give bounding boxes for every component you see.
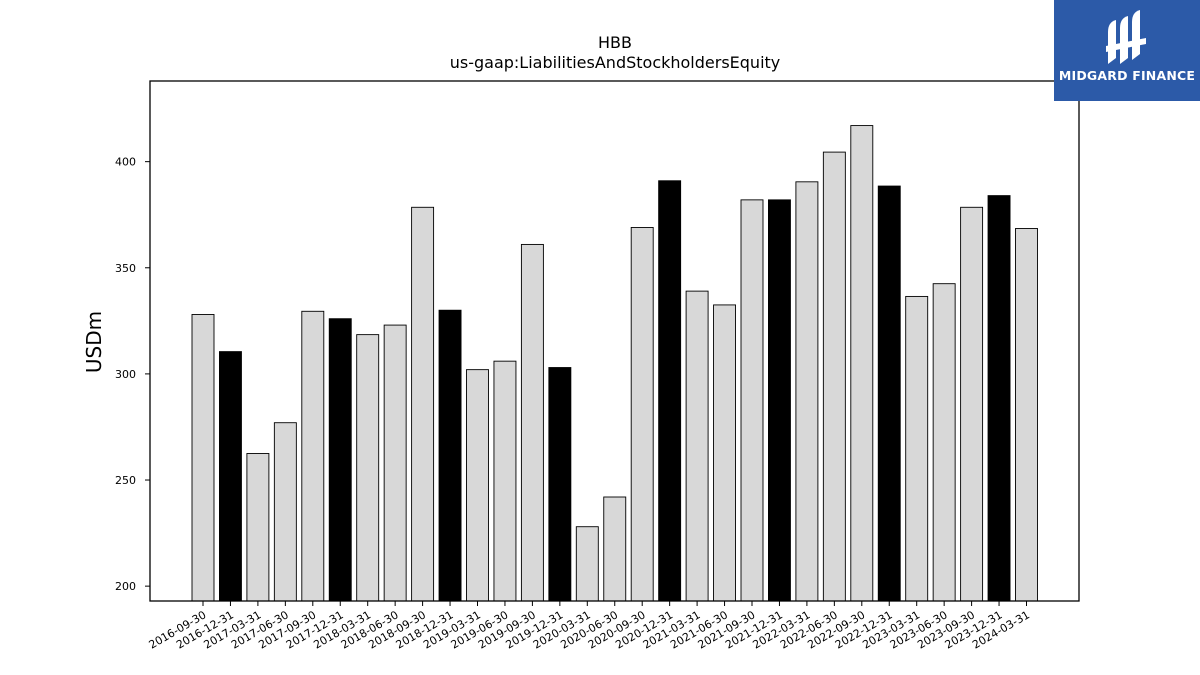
bar-2023-06-30 <box>932 283 956 602</box>
bar-2021-03-31 <box>685 290 709 602</box>
bar-2019-12-31 <box>548 367 572 602</box>
bar-2019-09-30 <box>520 243 544 602</box>
bar-2018-09-30 <box>411 206 435 602</box>
bar-2018-03-31 <box>356 334 380 602</box>
y-tick-label: 300 <box>115 368 136 381</box>
x-axis-ticks: 2016-09-302016-12-312017-03-312017-06-30… <box>147 601 1032 652</box>
chart-title: HBB <box>598 33 632 52</box>
bar-2022-03-31 <box>795 181 819 602</box>
bar-2021-12-31 <box>768 199 791 602</box>
plot-frame <box>149 80 1080 602</box>
y-axis-ticks: 200 250 300 350 400 <box>115 156 150 593</box>
y-tick-label: 250 <box>115 474 136 487</box>
bar-2023-03-31 <box>905 295 929 602</box>
y-tick-label: 200 <box>115 580 136 593</box>
bar-2021-09-30 <box>740 199 764 602</box>
bar-2023-09-30 <box>960 206 984 602</box>
bar-2022-09-30 <box>850 125 874 602</box>
bar-2020-03-31 <box>575 526 599 602</box>
logo-text: MIDGARD FINANCE <box>1058 68 1196 83</box>
bar-2018-06-30 <box>383 324 407 602</box>
bar-2019-06-30 <box>493 360 517 602</box>
bar-2018-12-31 <box>438 309 462 602</box>
bar-2016-12-31 <box>218 351 242 602</box>
bar-2023-12-31 <box>987 195 1011 602</box>
bar-2022-12-31 <box>877 185 901 602</box>
bar-2020-12-31 <box>658 180 682 602</box>
y-tick-label: 400 <box>115 156 136 169</box>
bar-2021-06-30 <box>713 304 736 602</box>
y-axis-label: USDm <box>82 311 106 373</box>
chart-subtitle: us-gaap:LiabilitiesAndStockholdersEquity <box>450 53 781 72</box>
bar-2017-03-31 <box>246 453 270 602</box>
bar-2020-06-30 <box>603 496 627 602</box>
bar-2020-09-30 <box>630 226 654 602</box>
bar-2017-12-31 <box>328 318 352 602</box>
bars-group <box>191 125 1038 602</box>
bar-2019-03-31 <box>466 369 489 602</box>
bar-2024-03-31 <box>1015 228 1038 602</box>
midgard-logo-icon <box>1106 10 1146 64</box>
bar-2017-09-30 <box>301 310 325 602</box>
bar-2022-06-30 <box>822 151 846 602</box>
bar-2016-09-30 <box>191 314 215 602</box>
y-tick-label: 350 <box>115 262 136 275</box>
bar-2017-06-30 <box>273 422 297 602</box>
midgard-finance-logo: MIDGARD FINANCE <box>1054 0 1200 101</box>
